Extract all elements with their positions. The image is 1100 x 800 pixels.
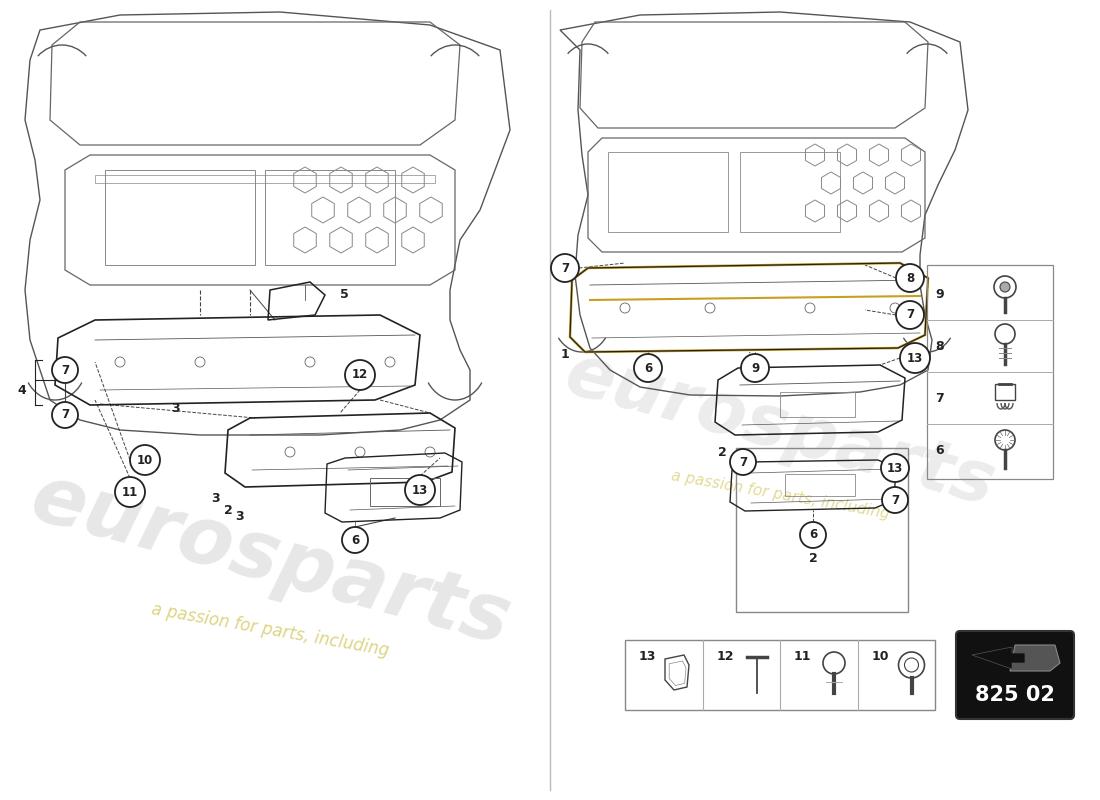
Text: 6: 6 [351, 534, 359, 546]
Circle shape [405, 475, 435, 505]
Bar [996, 384, 1015, 400]
Text: 6: 6 [644, 362, 652, 374]
Bar [625, 640, 935, 710]
Bar [370, 478, 440, 506]
Text: 5: 5 [340, 289, 349, 302]
Text: 3: 3 [170, 402, 179, 414]
Circle shape [342, 527, 369, 553]
Circle shape [896, 301, 924, 329]
Text: 13: 13 [639, 650, 657, 662]
Text: 11: 11 [794, 650, 812, 662]
Text: a passion for parts, including: a passion for parts, including [670, 468, 890, 522]
Text: 11: 11 [122, 486, 139, 498]
Circle shape [896, 264, 924, 292]
Text: 2: 2 [717, 446, 726, 458]
Text: 2: 2 [808, 551, 817, 565]
Text: 7: 7 [60, 363, 69, 377]
Circle shape [730, 449, 756, 475]
Text: 6: 6 [808, 529, 817, 542]
Text: 8: 8 [906, 271, 914, 285]
Circle shape [116, 477, 145, 507]
Circle shape [345, 360, 375, 390]
Text: 13: 13 [887, 462, 903, 474]
Text: 7: 7 [739, 455, 747, 469]
Text: 7: 7 [935, 391, 944, 405]
Text: 7: 7 [60, 409, 69, 422]
Circle shape [1000, 282, 1010, 292]
Bar [608, 152, 728, 232]
Text: 12: 12 [716, 650, 734, 662]
Text: 8: 8 [935, 339, 944, 353]
Circle shape [130, 445, 159, 475]
Bar [95, 175, 434, 183]
Text: 9: 9 [935, 287, 944, 301]
Polygon shape [1010, 645, 1060, 671]
Circle shape [634, 354, 662, 382]
FancyBboxPatch shape [956, 631, 1074, 719]
Text: eurosparts: eurosparts [22, 458, 518, 662]
Polygon shape [972, 647, 1025, 669]
Bar [740, 152, 840, 232]
Text: eurosparts: eurosparts [558, 339, 1002, 521]
Text: 1: 1 [561, 349, 570, 362]
Text: 6: 6 [935, 443, 944, 457]
Text: 13: 13 [411, 483, 428, 497]
Text: 10: 10 [871, 650, 889, 662]
Bar [104, 170, 255, 265]
Circle shape [882, 487, 908, 513]
Bar [265, 170, 395, 265]
Text: 3: 3 [211, 492, 219, 505]
Bar [785, 474, 855, 496]
Text: 7: 7 [561, 262, 569, 274]
Text: 7: 7 [891, 494, 899, 506]
Text: 825 02: 825 02 [975, 685, 1055, 705]
Text: 2: 2 [223, 503, 232, 517]
Text: 12: 12 [352, 369, 368, 382]
Text: 9: 9 [751, 362, 759, 374]
Text: 13: 13 [906, 351, 923, 365]
Circle shape [52, 357, 78, 383]
Circle shape [900, 343, 930, 373]
Text: a passion for parts, including: a passion for parts, including [150, 600, 390, 660]
Bar [780, 392, 855, 417]
Text: 3: 3 [235, 510, 244, 523]
Text: 7: 7 [906, 309, 914, 322]
Circle shape [881, 454, 909, 482]
Circle shape [551, 254, 579, 282]
Circle shape [52, 402, 78, 428]
Circle shape [741, 354, 769, 382]
Circle shape [800, 522, 826, 548]
Text: 4: 4 [18, 383, 26, 397]
Text: 10: 10 [136, 454, 153, 466]
